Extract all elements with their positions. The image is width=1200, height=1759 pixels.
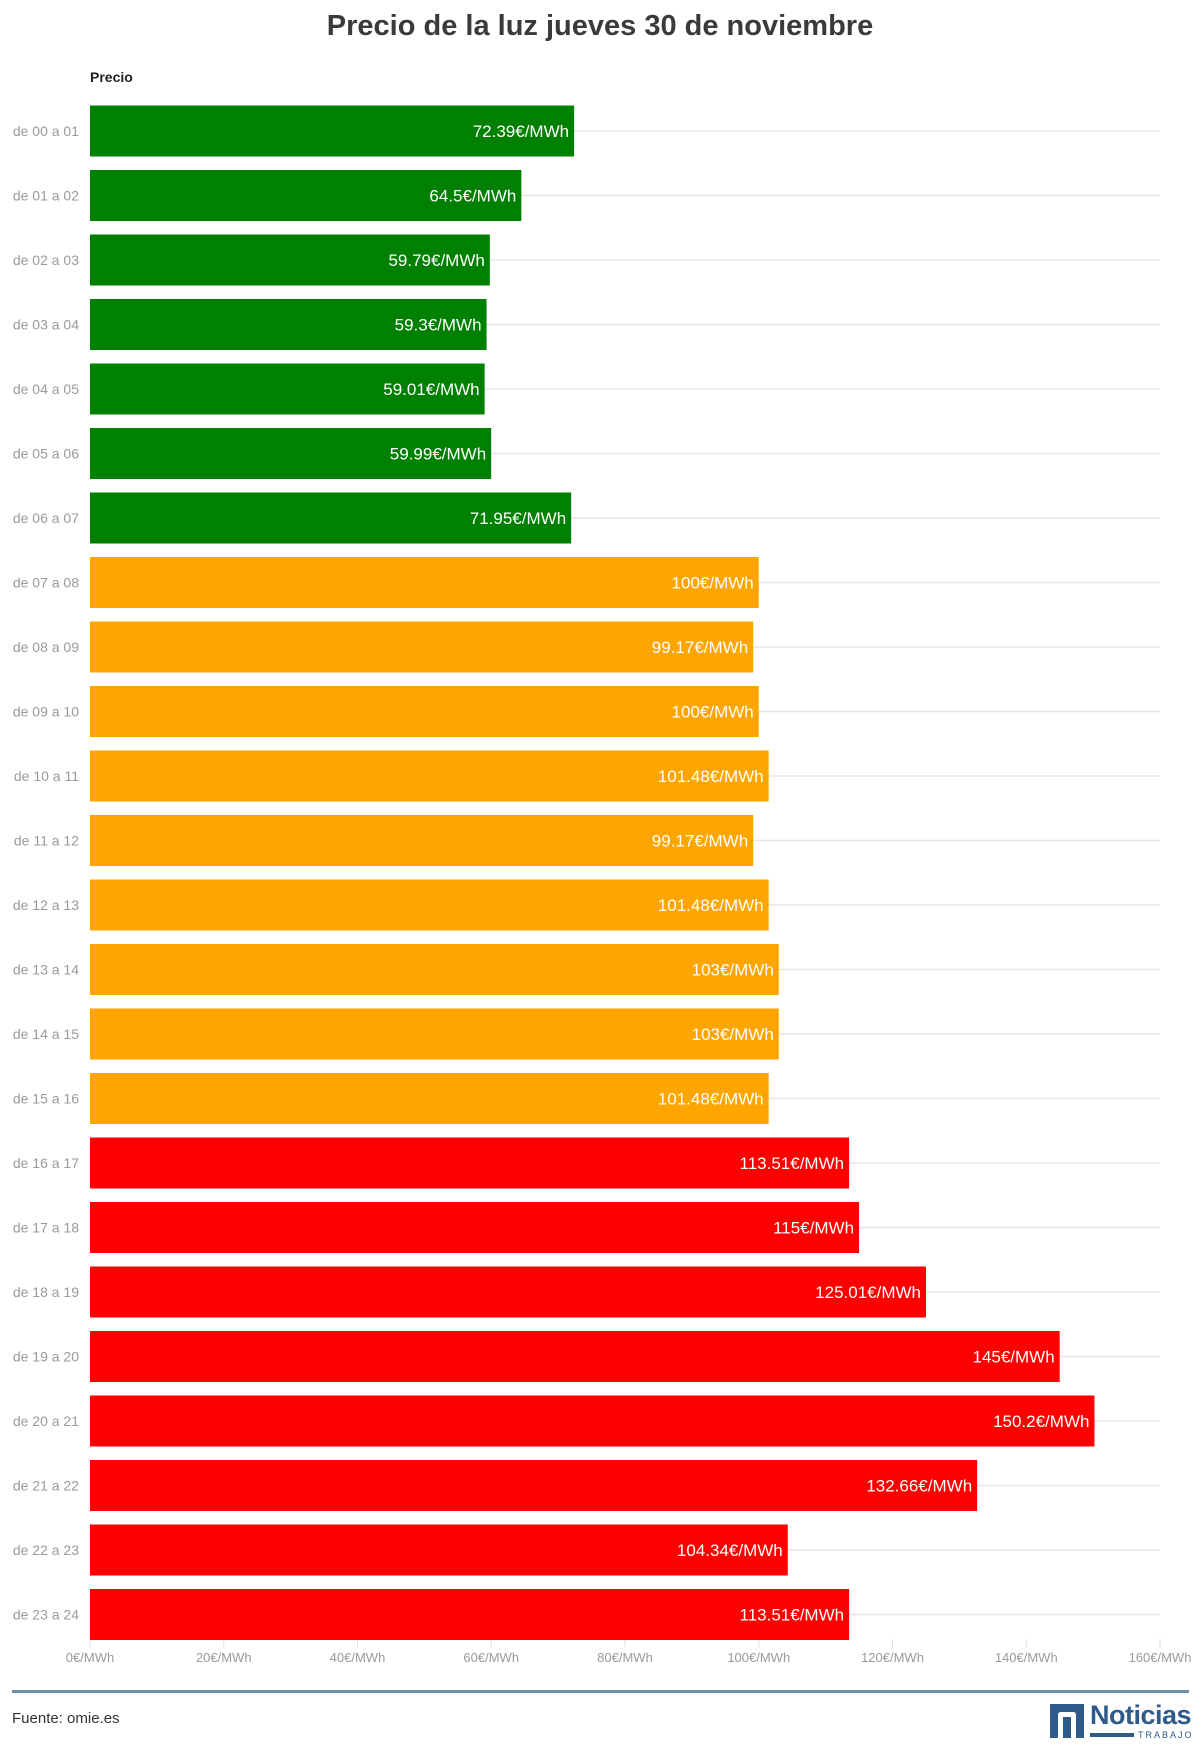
- noticias-trabajo-logo: Noticias TRABAJO: [1050, 1700, 1192, 1740]
- category-label: de 23 a 24: [13, 1607, 79, 1623]
- bar: [90, 879, 769, 931]
- category-label: de 12 a 13: [13, 897, 79, 913]
- bar: [90, 750, 769, 802]
- bar: [90, 1524, 788, 1576]
- category-label: de 05 a 06: [13, 446, 79, 462]
- value-label: 99.17€/MWh: [652, 832, 748, 851]
- category-label: de 21 a 22: [13, 1478, 79, 1494]
- category-label: de 01 a 02: [13, 188, 79, 204]
- bar-chart: de 00 a 01 72.39€/MWh de 01 a 02 64.5€/MWh d…: [13, 105, 1192, 1665]
- bar: [90, 105, 575, 157]
- value-label: 101.48€/MWh: [658, 1090, 764, 1109]
- category-label: de 13 a 14: [13, 962, 79, 978]
- value-label: 100€/MWh: [672, 703, 754, 722]
- source-note: Fuente: omie.es: [12, 1710, 120, 1727]
- category-label: de 22 a 23: [13, 1542, 79, 1558]
- value-label: 150.2€/MWh: [993, 1412, 1089, 1431]
- value-label: 103€/MWh: [692, 961, 774, 980]
- category-label: de 18 a 19: [13, 1284, 79, 1300]
- value-label: 125.01€/MWh: [815, 1283, 921, 1302]
- category-label: de 10 a 11: [14, 768, 79, 784]
- logo-subtitle: TRABAJO: [1138, 1730, 1194, 1740]
- value-label: 115€/MWh: [773, 1219, 854, 1238]
- category-label: de 20 a 21: [13, 1413, 79, 1429]
- logo-sub-bar: [1090, 1733, 1134, 1737]
- footer-divider: [12, 1690, 1189, 1693]
- value-label: 99.17€/MWh: [652, 638, 748, 657]
- value-label: 100€/MWh: [672, 574, 754, 593]
- category-label: de 14 a 15: [13, 1026, 79, 1042]
- bar: [90, 1137, 850, 1189]
- value-label: 113.51€/MWh: [740, 1606, 845, 1625]
- value-label: 113.51€/MWh: [740, 1154, 845, 1173]
- category-label: de 09 a 10: [13, 704, 79, 720]
- value-label: 71.95€/MWh: [470, 509, 566, 528]
- value-label: 104.34€/MWh: [677, 1541, 783, 1560]
- bar: [90, 1008, 779, 1060]
- series-label: Precio: [90, 69, 133, 85]
- category-label: de 11 a 12: [14, 833, 79, 849]
- value-label: 59.79€/MWh: [388, 251, 484, 270]
- bar: [90, 815, 754, 866]
- value-label: 132.66€/MWh: [866, 1477, 972, 1496]
- bar: [90, 1266, 927, 1318]
- value-label: 64.5€/MWh: [429, 187, 516, 206]
- bar: [90, 234, 490, 286]
- category-label: de 16 a 17: [13, 1155, 79, 1171]
- value-label: 103€/MWh: [692, 1025, 774, 1044]
- x-tick-label: 120€/MWh: [861, 1650, 924, 1665]
- category-label: de 00 a 01: [13, 123, 79, 139]
- bar: [90, 557, 759, 608]
- x-tick-label: 160€/MWh: [1129, 1650, 1192, 1665]
- x-tick-label: 60€/MWh: [463, 1650, 519, 1665]
- bar: [90, 428, 492, 479]
- value-label: 101.48€/MWh: [658, 767, 764, 786]
- x-tick-label: 20€/MWh: [196, 1650, 252, 1665]
- x-tick-label: 40€/MWh: [330, 1650, 386, 1665]
- logo-name: Noticias: [1090, 1700, 1192, 1730]
- value-label: 59.3€/MWh: [395, 316, 482, 335]
- x-tick-label: 140€/MWh: [995, 1650, 1058, 1665]
- bar: [90, 1589, 850, 1640]
- bar: [90, 1460, 978, 1511]
- bar: [90, 621, 754, 673]
- bar: [90, 1331, 1060, 1382]
- category-label: de 08 a 09: [13, 639, 79, 655]
- bar: [90, 686, 759, 737]
- category-label: de 17 a 18: [13, 1220, 79, 1236]
- category-label: de 19 a 20: [13, 1349, 79, 1365]
- bar: [90, 1395, 1095, 1447]
- bar: [90, 170, 522, 221]
- value-label: 72.39€/MWh: [473, 122, 569, 141]
- value-label: 59.99€/MWh: [390, 445, 486, 464]
- x-tick-label: 0€/MWh: [66, 1650, 114, 1665]
- category-label: de 04 a 05: [13, 381, 79, 397]
- logo-mark-icon: [1050, 1704, 1084, 1738]
- x-tick-label: 80€/MWh: [597, 1650, 653, 1665]
- category-label: de 03 a 04: [13, 317, 79, 333]
- value-label: 59.01€/MWh: [383, 380, 479, 399]
- bar: [90, 1073, 769, 1124]
- value-label: 145€/MWh: [972, 1348, 1054, 1367]
- bar: [90, 363, 485, 415]
- category-label: de 06 a 07: [13, 510, 79, 526]
- category-label: de 07 a 08: [13, 575, 79, 591]
- bar: [90, 944, 779, 995]
- value-label: 101.48€/MWh: [658, 896, 764, 915]
- category-label: de 15 a 16: [13, 1091, 79, 1107]
- chart-title: Precio de la luz jueves 30 de noviembre: [326, 10, 874, 42]
- bar: [90, 492, 572, 544]
- bar: [90, 1202, 860, 1253]
- category-label: de 02 a 03: [13, 252, 79, 268]
- bar: [90, 299, 487, 350]
- x-tick-label: 100€/MWh: [727, 1650, 790, 1665]
